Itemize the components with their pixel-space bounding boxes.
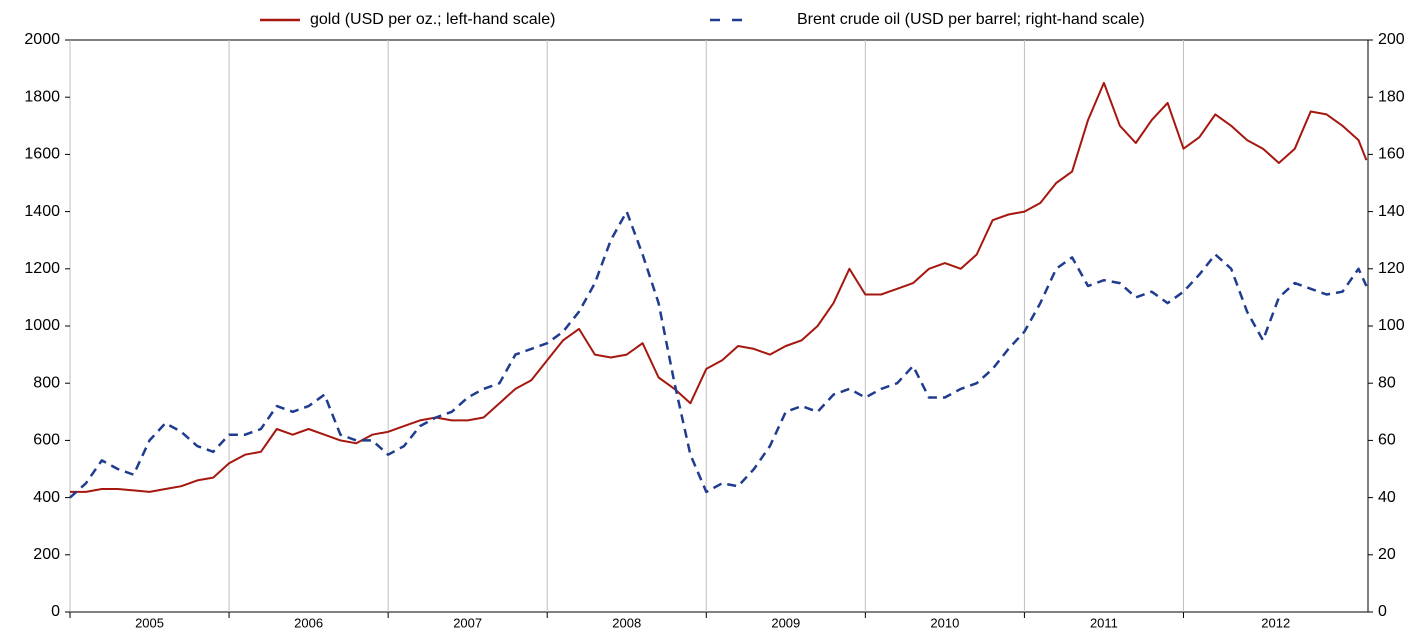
x-tick-label: 2009 (771, 615, 800, 630)
y2-tick-label: 40 (1378, 489, 1396, 506)
y2-tick-label: 140 (1378, 203, 1405, 220)
x-tick-label: 2006 (294, 615, 323, 630)
y2-tick-label: 0 (1378, 603, 1387, 620)
x-tick-label: 2005 (135, 615, 164, 630)
y2-tick-label: 20 (1378, 546, 1396, 563)
y-tick-label: 0 (51, 603, 60, 620)
y2-tick-label: 100 (1378, 317, 1405, 334)
y-tick-label: 1600 (24, 146, 60, 163)
series-line (69, 210, 1368, 499)
plot-frame (69, 39, 1369, 613)
y-tick-label: 600 (33, 432, 60, 449)
legend-label: gold (USD per oz.; left-hand scale) (310, 11, 555, 28)
y-tick-label: 800 (33, 374, 60, 391)
y-tick-label: 1000 (24, 317, 60, 334)
y2-tick-label: 200 (1378, 31, 1405, 48)
y-tick-label: 1800 (24, 88, 60, 105)
x-tick-label: 2008 (612, 615, 641, 630)
y-tick-label: 1200 (24, 260, 60, 277)
x-tick-label: 2012 (1261, 615, 1290, 630)
y2-tick-label: 120 (1378, 260, 1405, 277)
y2-tick-label: 60 (1378, 432, 1396, 449)
x-tick-label: 2007 (453, 615, 482, 630)
y-tick-label: 200 (33, 546, 60, 563)
y-tick-label: 400 (33, 489, 60, 506)
legend-label: Brent crude oil (USD per barrel; right-h… (797, 11, 1145, 28)
y-tick-label: 2000 (24, 31, 60, 48)
x-tick-label: 2011 (1090, 615, 1118, 630)
series-line (70, 81, 1368, 493)
y-tick-label: 1400 (24, 203, 60, 220)
y2-tick-label: 80 (1378, 374, 1396, 391)
y2-tick-label: 160 (1378, 146, 1405, 163)
y2-tick-label: 180 (1378, 88, 1405, 105)
x-tick-label: 2010 (930, 615, 959, 630)
